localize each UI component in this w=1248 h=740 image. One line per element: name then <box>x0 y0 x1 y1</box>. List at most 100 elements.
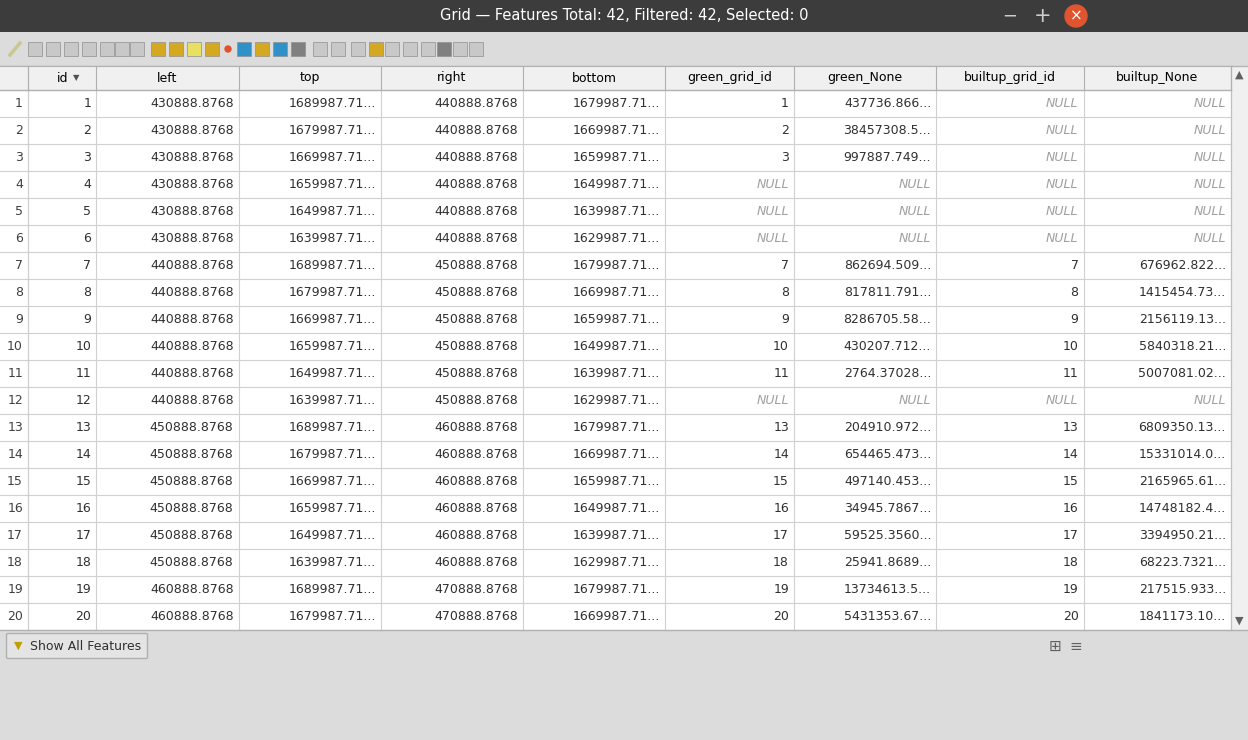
Text: 16: 16 <box>774 502 789 515</box>
Text: NULL: NULL <box>1046 178 1078 191</box>
Text: 1649987.71...: 1649987.71... <box>573 502 660 515</box>
Text: 1659987.71...: 1659987.71... <box>288 178 376 191</box>
Text: 450888.8768: 450888.8768 <box>434 340 518 353</box>
Text: 1: 1 <box>781 97 789 110</box>
Text: NULL: NULL <box>1193 97 1226 110</box>
Text: ▲: ▲ <box>1236 70 1244 80</box>
Bar <box>0 549 1231 576</box>
Text: 59525.3560...: 59525.3560... <box>844 529 931 542</box>
Bar <box>0 66 1231 90</box>
Text: 14: 14 <box>1063 448 1078 461</box>
Text: 460888.8768: 460888.8768 <box>434 529 518 542</box>
Text: 7: 7 <box>15 259 22 272</box>
Text: 13: 13 <box>76 421 91 434</box>
Bar <box>0 576 1231 603</box>
Text: 11: 11 <box>76 367 91 380</box>
Text: 15: 15 <box>7 475 22 488</box>
Text: 440888.8768: 440888.8768 <box>434 232 518 245</box>
Text: NULL: NULL <box>1193 124 1226 137</box>
Bar <box>313 42 327 56</box>
Text: 450888.8768: 450888.8768 <box>434 259 518 272</box>
Text: 1649987.71...: 1649987.71... <box>288 367 376 380</box>
Text: 1669987.71...: 1669987.71... <box>573 286 660 299</box>
Text: +: + <box>1035 6 1052 26</box>
Text: 440888.8768: 440888.8768 <box>150 313 233 326</box>
Text: 16: 16 <box>7 502 22 515</box>
Text: 450888.8768: 450888.8768 <box>150 421 233 434</box>
Text: Show All Features: Show All Features <box>30 639 141 653</box>
Bar <box>64 42 77 56</box>
Text: 7: 7 <box>781 259 789 272</box>
Bar <box>115 42 129 56</box>
Text: 19: 19 <box>774 583 789 596</box>
Text: 862694.509...: 862694.509... <box>844 259 931 272</box>
Text: NULL: NULL <box>1046 394 1078 407</box>
Text: 450888.8768: 450888.8768 <box>434 367 518 380</box>
Text: 4: 4 <box>15 178 22 191</box>
Text: 5431353.67...: 5431353.67... <box>844 610 931 623</box>
Text: 450888.8768: 450888.8768 <box>150 556 233 569</box>
Text: 460888.8768: 460888.8768 <box>434 502 518 515</box>
Text: 460888.8768: 460888.8768 <box>434 421 518 434</box>
Text: 17: 17 <box>7 529 22 542</box>
Text: 12: 12 <box>76 394 91 407</box>
Text: 20: 20 <box>1063 610 1078 623</box>
Bar <box>403 42 417 56</box>
Text: 450888.8768: 450888.8768 <box>150 529 233 542</box>
Text: 16: 16 <box>76 502 91 515</box>
Bar <box>0 171 1231 198</box>
Bar <box>0 117 1231 144</box>
Bar <box>0 360 1231 387</box>
Text: green_None: green_None <box>827 72 902 84</box>
Text: ≡: ≡ <box>1070 639 1082 653</box>
Text: 1689987.71...: 1689987.71... <box>288 583 376 596</box>
Text: 1679987.71...: 1679987.71... <box>288 610 376 623</box>
Text: 10: 10 <box>76 340 91 353</box>
Text: 1639987.71...: 1639987.71... <box>288 394 376 407</box>
Text: 16: 16 <box>1063 502 1078 515</box>
Text: 15: 15 <box>1063 475 1078 488</box>
Text: 2165965.61...: 2165965.61... <box>1139 475 1226 488</box>
Text: NULL: NULL <box>1193 232 1226 245</box>
Text: 10: 10 <box>774 340 789 353</box>
Bar <box>0 90 1231 117</box>
Bar <box>0 66 1231 630</box>
Text: 497140.453...: 497140.453... <box>844 475 931 488</box>
Text: 13: 13 <box>7 421 22 434</box>
Text: 440888.8768: 440888.8768 <box>150 286 233 299</box>
Text: 1649987.71...: 1649987.71... <box>288 529 376 542</box>
Text: builtup_grid_id: builtup_grid_id <box>963 72 1056 84</box>
Text: right: right <box>437 72 467 84</box>
Bar <box>453 42 467 56</box>
Text: 17: 17 <box>1063 529 1078 542</box>
Bar <box>469 42 483 56</box>
Text: 1639987.71...: 1639987.71... <box>288 556 376 569</box>
Text: 440888.8768: 440888.8768 <box>150 340 233 353</box>
Text: 440888.8768: 440888.8768 <box>434 97 518 110</box>
Text: 450888.8768: 450888.8768 <box>434 286 518 299</box>
Text: 1841173.10...: 1841173.10... <box>1138 610 1226 623</box>
Text: NULL: NULL <box>1046 97 1078 110</box>
Text: 8286705.58...: 8286705.58... <box>844 313 931 326</box>
Bar <box>291 42 305 56</box>
Bar <box>273 42 287 56</box>
Bar <box>0 0 1248 32</box>
Text: 1639987.71...: 1639987.71... <box>573 529 660 542</box>
Text: 430207.712...: 430207.712... <box>844 340 931 353</box>
Text: 12: 12 <box>7 394 22 407</box>
Text: builtup_None: builtup_None <box>1116 72 1198 84</box>
Text: 11: 11 <box>7 367 22 380</box>
Text: 3: 3 <box>15 151 22 164</box>
Text: 460888.8768: 460888.8768 <box>434 475 518 488</box>
Text: 11: 11 <box>1063 367 1078 380</box>
Text: NULL: NULL <box>1193 205 1226 218</box>
Bar <box>369 42 383 56</box>
Text: 2156119.13...: 2156119.13... <box>1139 313 1226 326</box>
Text: NULL: NULL <box>1193 394 1226 407</box>
Text: 440888.8768: 440888.8768 <box>434 124 518 137</box>
Text: NULL: NULL <box>1046 232 1078 245</box>
Text: 997887.749...: 997887.749... <box>844 151 931 164</box>
Bar <box>0 468 1231 495</box>
Text: 440888.8768: 440888.8768 <box>434 178 518 191</box>
Bar <box>0 32 1248 66</box>
